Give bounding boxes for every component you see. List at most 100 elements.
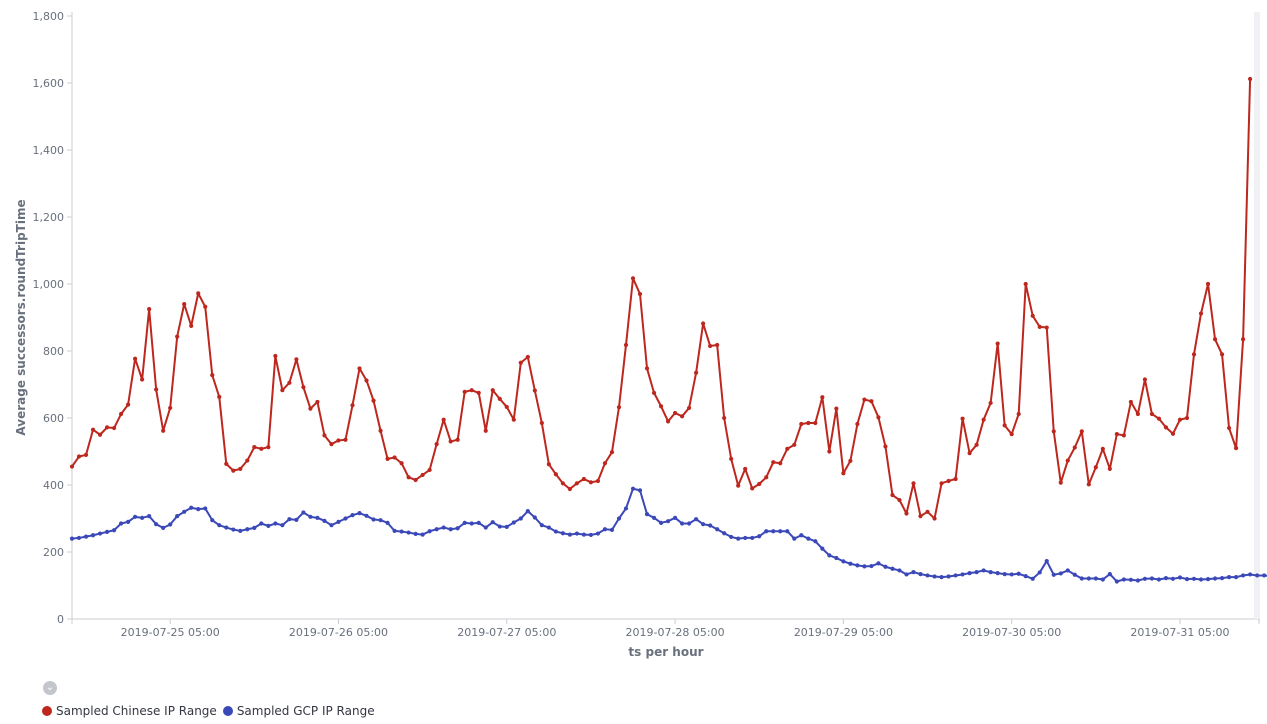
- data-point[interactable]: [834, 406, 839, 411]
- data-point[interactable]: [595, 478, 601, 484]
- data-point[interactable]: [623, 506, 629, 511]
- data-point[interactable]: [1248, 76, 1253, 82]
- data-point[interactable]: [883, 564, 888, 569]
- data-point[interactable]: [1044, 558, 1049, 564]
- data-point[interactable]: [1163, 425, 1169, 430]
- data-point[interactable]: [315, 515, 320, 520]
- data-point[interactable]: [806, 536, 811, 541]
- data-point[interactable]: [427, 467, 432, 473]
- data-point[interactable]: [708, 343, 713, 349]
- data-point[interactable]: [722, 531, 727, 536]
- data-point[interactable]: [1023, 281, 1028, 287]
- data-point[interactable]: [981, 417, 986, 422]
- data-point[interactable]: [953, 573, 958, 578]
- data-point[interactable]: [771, 460, 776, 465]
- data-point[interactable]: [960, 572, 965, 577]
- data-point[interactable]: [168, 405, 173, 411]
- data-point[interactable]: [1121, 577, 1126, 582]
- data-point[interactable]: [371, 398, 376, 403]
- data-point[interactable]: [1107, 572, 1112, 577]
- data-point[interactable]: [392, 528, 397, 533]
- data-point[interactable]: [413, 531, 418, 537]
- data-point[interactable]: [623, 342, 629, 348]
- data-point[interactable]: [855, 421, 860, 427]
- data-point[interactable]: [876, 415, 881, 420]
- data-point[interactable]: [294, 357, 299, 362]
- data-point[interactable]: [259, 446, 264, 451]
- data-point[interactable]: [694, 370, 699, 375]
- data-point[interactable]: [266, 523, 271, 528]
- data-point[interactable]: [1205, 577, 1211, 582]
- data-point[interactable]: [111, 425, 117, 431]
- data-point[interactable]: [147, 514, 152, 519]
- data-point[interactable]: [189, 505, 194, 510]
- data-point[interactable]: [399, 461, 404, 466]
- data-point[interactable]: [1072, 445, 1077, 450]
- data-point[interactable]: [911, 481, 916, 486]
- chevron-down-icon[interactable]: ⌄: [43, 681, 57, 695]
- data-point[interactable]: [1191, 576, 1197, 581]
- data-point[interactable]: [1212, 576, 1218, 581]
- data-point[interactable]: [364, 513, 369, 518]
- data-point[interactable]: [364, 378, 369, 383]
- data-point[interactable]: [210, 518, 215, 523]
- data-point[interactable]: [1177, 575, 1183, 580]
- data-point[interactable]: [1058, 480, 1063, 485]
- data-point[interactable]: [1016, 571, 1021, 576]
- data-point[interactable]: [658, 404, 664, 409]
- data-point[interactable]: [532, 388, 537, 393]
- data-point[interactable]: [420, 472, 425, 478]
- data-point[interactable]: [97, 531, 103, 536]
- data-point[interactable]: [967, 451, 972, 456]
- data-point[interactable]: [287, 517, 292, 522]
- data-point[interactable]: [490, 520, 495, 525]
- data-point[interactable]: [413, 477, 418, 483]
- data-point[interactable]: [532, 515, 537, 520]
- data-point[interactable]: [126, 519, 131, 524]
- data-point[interactable]: [1114, 579, 1119, 584]
- data-point[interactable]: [890, 566, 895, 571]
- data-point[interactable]: [679, 414, 685, 419]
- data-point[interactable]: [981, 568, 986, 573]
- data-point[interactable]: [448, 527, 453, 532]
- data-point[interactable]: [995, 341, 1000, 346]
- data-point[interactable]: [294, 517, 299, 522]
- data-point[interactable]: [953, 476, 958, 482]
- data-point[interactable]: [483, 525, 488, 530]
- data-point[interactable]: [525, 509, 530, 514]
- data-point[interactable]: [406, 475, 411, 480]
- data-point[interactable]: [273, 521, 278, 526]
- data-point[interactable]: [329, 442, 334, 447]
- legend-item-gcp[interactable]: Sampled GCP IP Range: [222, 704, 375, 718]
- data-point[interactable]: [630, 276, 636, 281]
- data-point[interactable]: [897, 497, 902, 503]
- data-point[interactable]: [224, 525, 229, 530]
- data-point[interactable]: [1107, 466, 1112, 472]
- data-point[interactable]: [665, 419, 671, 424]
- data-point[interactable]: [161, 428, 166, 433]
- data-point[interactable]: [560, 531, 565, 536]
- data-point[interactable]: [672, 410, 678, 416]
- data-point[interactable]: [511, 417, 516, 422]
- data-point[interactable]: [1058, 571, 1063, 576]
- data-point[interactable]: [301, 510, 306, 515]
- data-point[interactable]: [827, 449, 832, 454]
- data-point[interactable]: [995, 571, 1000, 576]
- data-point[interactable]: [83, 534, 89, 539]
- data-point[interactable]: [701, 522, 706, 527]
- data-point[interactable]: [1177, 417, 1183, 422]
- data-point[interactable]: [462, 520, 467, 525]
- data-point[interactable]: [616, 516, 622, 521]
- data-point[interactable]: [1009, 572, 1014, 577]
- data-point[interactable]: [1093, 576, 1098, 581]
- data-point[interactable]: [988, 400, 993, 406]
- data-point[interactable]: [1100, 446, 1105, 451]
- data-point[interactable]: [1037, 570, 1042, 575]
- data-point[interactable]: [750, 486, 755, 491]
- data-point[interactable]: [69, 464, 75, 469]
- data-point[interactable]: [1233, 446, 1239, 451]
- data-point[interactable]: [1233, 575, 1239, 580]
- data-point[interactable]: [757, 534, 762, 539]
- data-point[interactable]: [1226, 425, 1232, 431]
- data-point[interactable]: [904, 572, 909, 577]
